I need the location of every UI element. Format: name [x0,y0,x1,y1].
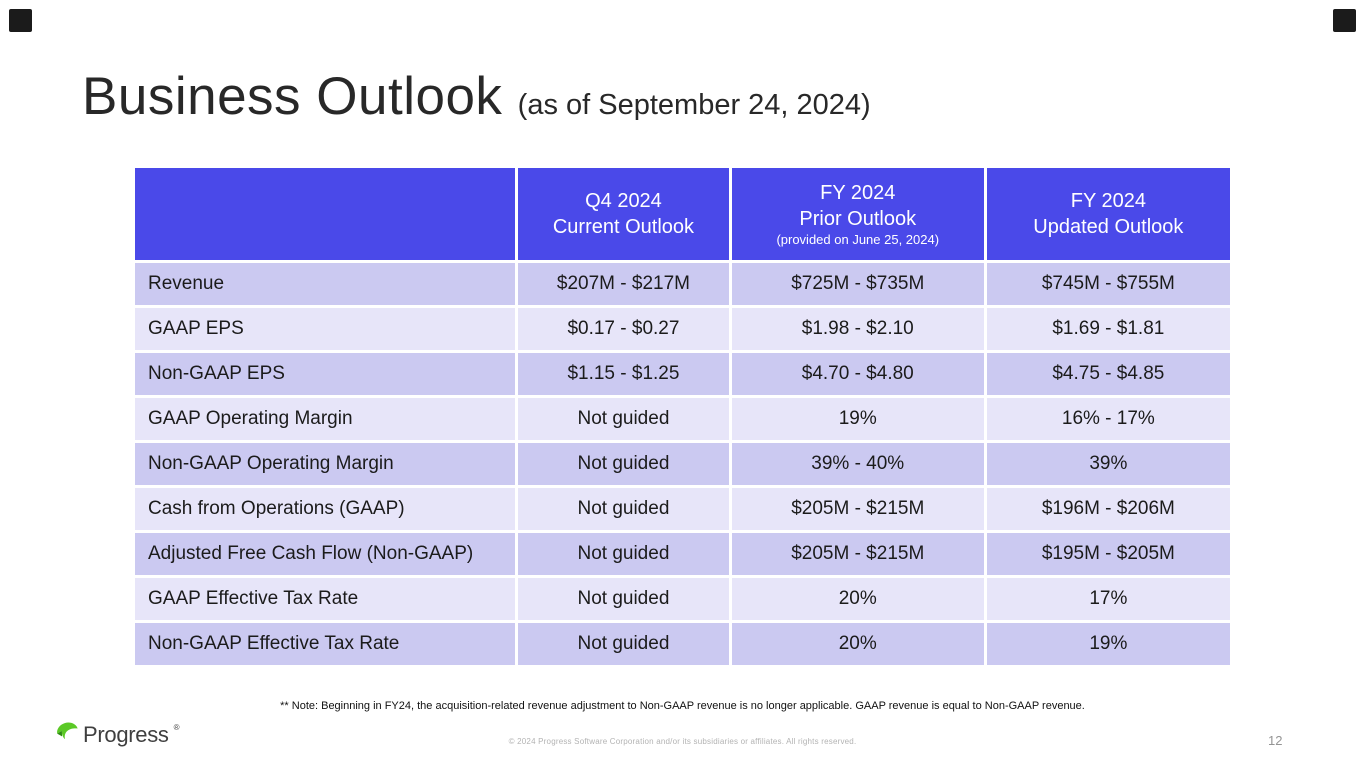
cell-value: $1.15 - $1.25 [518,353,729,395]
cell-value: $195M - $205M [986,533,1230,575]
row-label: Non-GAAP Effective Tax Rate [135,623,516,665]
table-row-gaap-eps: GAAP EPS $0.17 - $0.27 $1.98 - $2.10 $1.… [135,308,1230,350]
header-line: Current Outlook [552,216,695,238]
row-label: Revenue [135,263,516,305]
header-cell-q4-2024-current: Q4 2024 Current Outlook [518,168,729,260]
table-header-row: Q4 2024 Current Outlook FY 2024 Prior Ou… [135,168,1230,260]
cell-value: $205M - $215M [731,488,984,530]
page-number: 12 [1268,733,1283,748]
cell-value: $0.17 - $0.27 [518,308,729,350]
cell-value: $725M - $735M [731,263,984,305]
cell-value: $196M - $206M [986,488,1230,530]
header-cell-fy2024-updated: FY 2024 Updated Outlook [986,168,1230,260]
cell-value: $745M - $755M [986,263,1230,305]
table-row-gaap-operating-margin: GAAP Operating Margin Not guided 19% 16%… [135,398,1230,440]
cell-value: Not guided [518,578,729,620]
header-subline: (provided on June 25, 2024) [776,232,940,247]
header-line: Updated Outlook [1033,216,1184,238]
row-label: GAAP Operating Margin [135,398,516,440]
cell-value: $1.98 - $2.10 [731,308,984,350]
cell-value: 20% [731,578,984,620]
cell-value: Not guided [518,488,729,530]
copyright-text: © 2024 Progress Software Corporation and… [508,737,857,746]
cell-value: $205M - $215M [731,533,984,575]
cell-value: 17% [986,578,1230,620]
page-title: Business Outlook (as of September 24, 20… [82,67,871,126]
row-label: GAAP EPS [135,308,516,350]
page-title-text: Business Outlook [82,67,503,126]
cell-value: 39% [986,443,1230,485]
cell-value: Not guided [518,443,729,485]
row-label: Adjusted Free Cash Flow (Non-GAAP) [135,533,516,575]
progress-logo: Progress ® [55,721,180,748]
cell-value: Not guided [518,533,729,575]
table-row-gaap-effective-tax-rate: GAAP Effective Tax Rate Not guided 20% 1… [135,578,1230,620]
progress-logo-text: Progress [83,721,169,747]
page-subtitle: (as of September 24, 2024) [517,89,871,121]
trademark-symbol: ® [173,723,180,732]
table-row-cash-from-operations: Cash from Operations (GAAP) Not guided $… [135,488,1230,530]
table-row-adjusted-free-cash-flow: Adjusted Free Cash Flow (Non-GAAP) Not g… [135,533,1230,575]
header-line: FY 2024 [820,182,896,204]
row-label: GAAP Effective Tax Rate [135,578,516,620]
cell-value: $4.70 - $4.80 [731,353,984,395]
header-line: Q4 2024 [585,190,662,212]
header-line: Prior Outlook [799,208,917,230]
cell-value: 39% - 40% [731,443,984,485]
cell-value: 20% [731,623,984,665]
table-row-non-gaap-eps: Non-GAAP EPS $1.15 - $1.25 $4.70 - $4.80… [135,353,1230,395]
footnote: ** Note: Beginning in FY24, the acquisit… [280,700,1085,712]
corner-mark-top-left [9,9,32,32]
corner-mark-top-right [1333,9,1356,32]
cell-value: 16% - 17% [986,398,1230,440]
cell-value: $4.75 - $4.85 [986,353,1230,395]
cell-value: 19% [986,623,1230,665]
table-row-revenue: Revenue $207M - $217M $725M - $735M $745… [135,263,1230,305]
header-line: FY 2024 [1070,190,1146,212]
header-cell-empty [135,168,516,260]
cell-value: $207M - $217M [518,263,729,305]
cell-value: Not guided [518,398,729,440]
row-label: Non-GAAP EPS [135,353,516,395]
cell-value: $1.69 - $1.81 [986,308,1230,350]
outlook-table: Q4 2024 Current Outlook FY 2024 Prior Ou… [132,165,1233,668]
table-row-non-gaap-operating-margin: Non-GAAP Operating Margin Not guided 39%… [135,443,1230,485]
cell-value: 19% [731,398,984,440]
row-label: Non-GAAP Operating Margin [135,443,516,485]
header-cell-fy2024-prior: FY 2024 Prior Outlook (provided on June … [731,168,984,260]
table-row-non-gaap-effective-tax-rate: Non-GAAP Effective Tax Rate Not guided 2… [135,623,1230,665]
progress-swoosh-icon [55,721,79,748]
row-label: Cash from Operations (GAAP) [135,488,516,530]
cell-value: Not guided [518,623,729,665]
